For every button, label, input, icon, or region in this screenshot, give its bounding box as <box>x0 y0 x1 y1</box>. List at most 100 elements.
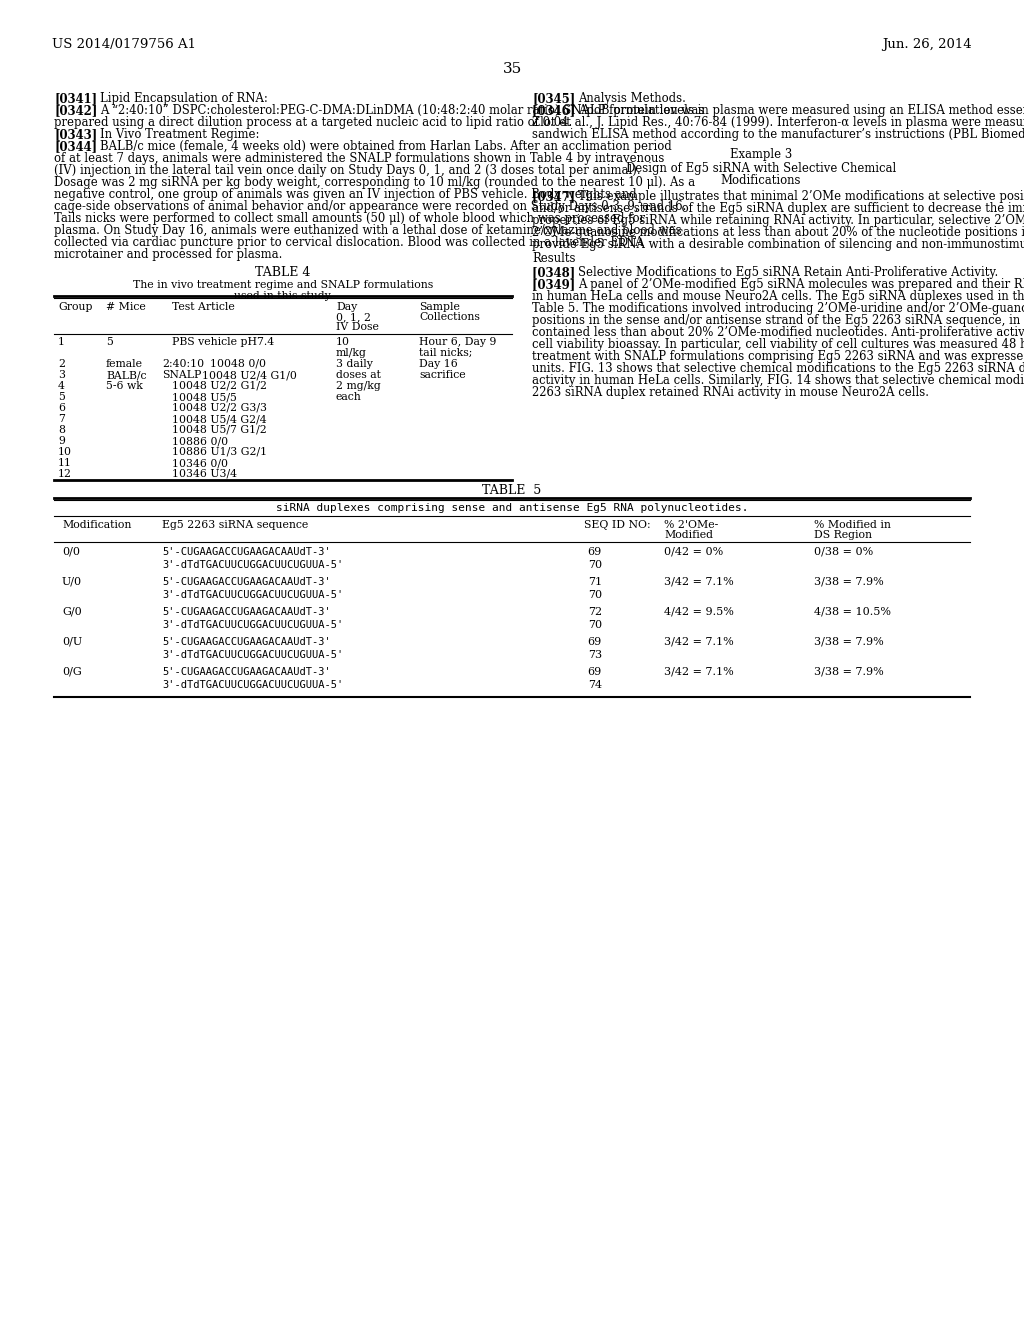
Text: Hour 6, Day 9: Hour 6, Day 9 <box>419 337 497 347</box>
Text: [0342]: [0342] <box>54 104 97 117</box>
Text: 4: 4 <box>58 381 65 391</box>
Text: ml/kg: ml/kg <box>336 348 367 358</box>
Text: 10048 0/0: 10048 0/0 <box>210 359 266 370</box>
Text: Eg5 2263 siRNA sequence: Eg5 2263 siRNA sequence <box>162 520 308 531</box>
Text: plasma. On Study Day 16, animals were euthanized with a lethal dose of ketamine/: plasma. On Study Day 16, animals were eu… <box>54 224 682 238</box>
Text: Collections: Collections <box>419 312 480 322</box>
Text: 69: 69 <box>588 667 602 677</box>
Text: BALB/c mice (female, 4 weeks old) were obtained from Harlan Labs. After an accli: BALB/c mice (female, 4 weeks old) were o… <box>100 140 672 153</box>
Text: 74: 74 <box>588 680 602 690</box>
Text: Group: Group <box>58 302 92 312</box>
Text: [0341]: [0341] <box>54 92 97 106</box>
Text: contained less than about 20% 2’OMe-modified nucleotides. Anti-proliferative act: contained less than about 20% 2’OMe-modi… <box>532 326 1024 339</box>
Text: 2: 2 <box>58 359 65 370</box>
Text: A “2:40:10” DSPC:cholesterol:PEG-C-DMA:DLinDMA (10:48:2:40 molar ratio) SNALP fo: A “2:40:10” DSPC:cholesterol:PEG-C-DMA:D… <box>100 104 705 117</box>
Text: properties of Eg5 siRNA while retaining RNAi activity. In particular, selective : properties of Eg5 siRNA while retaining … <box>532 214 1024 227</box>
Text: U/0: U/0 <box>62 577 82 587</box>
Text: 73: 73 <box>588 649 602 660</box>
Text: 10346 U3/4: 10346 U3/4 <box>172 469 237 479</box>
Text: cage-side observations of animal behavior and/or appearance were recorded on Stu: cage-side observations of animal behavio… <box>54 201 686 213</box>
Text: sandwich ELISA method according to the manufacturer’s instructions (PBL Biomedic: sandwich ELISA method according to the m… <box>532 128 1024 141</box>
Text: 5'-CUGAAGACCUGAAGACAAUdT-3': 5'-CUGAAGACCUGAAGACAAUdT-3' <box>162 638 331 647</box>
Text: 10886 U1/3 G2/1: 10886 U1/3 G2/1 <box>172 447 267 457</box>
Text: 8: 8 <box>58 425 65 436</box>
Text: Day 16: Day 16 <box>419 359 458 370</box>
Text: 11: 11 <box>58 458 72 469</box>
Text: 71: 71 <box>588 577 602 587</box>
Text: G/0: G/0 <box>62 607 82 616</box>
Text: 0/G: 0/G <box>62 667 82 677</box>
Text: The in vivo treatment regime and SNALP formulations: The in vivo treatment regime and SNALP f… <box>133 280 433 290</box>
Text: 2 mg/kg: 2 mg/kg <box>336 381 381 391</box>
Text: [0344]: [0344] <box>54 140 97 153</box>
Text: 0/U: 0/U <box>62 638 82 647</box>
Text: In Vivo Treatment Regime:: In Vivo Treatment Regime: <box>100 128 259 141</box>
Text: provide Eg5 siRNA with a desirable combination of silencing and non-immunostimul: provide Eg5 siRNA with a desirable combi… <box>532 238 1024 251</box>
Text: positions in the sense and/or antisense strand of the Eg5 2263 siRNA sequence, i: positions in the sense and/or antisense … <box>532 314 1024 327</box>
Text: Jun. 26, 2014: Jun. 26, 2014 <box>883 38 972 51</box>
Text: Example 3: Example 3 <box>730 148 793 161</box>
Text: % 2'OMe-: % 2'OMe- <box>664 520 718 531</box>
Text: 10346 0/0: 10346 0/0 <box>172 458 228 469</box>
Text: 5'-CUGAAGACCUGAAGACAAUdT-3': 5'-CUGAAGACCUGAAGACAAUdT-3' <box>162 546 331 557</box>
Text: 2’OMe-guanosine modifications at less than about 20% of the nucleotide positions: 2’OMe-guanosine modifications at less th… <box>532 226 1024 239</box>
Text: 10048 U5/5: 10048 U5/5 <box>172 392 237 403</box>
Text: # Mice: # Mice <box>106 302 145 312</box>
Text: 0/42 = 0%: 0/42 = 0% <box>664 546 723 557</box>
Text: activity in human HeLa cells. Similarly, FIG. 14 shows that selective chemical m: activity in human HeLa cells. Similarly,… <box>532 374 1024 387</box>
Text: 3'-dTdTGACUUCUGGACUUCUGUUA-5': 3'-dTdTGACUUCUGGACUUCUGUUA-5' <box>162 560 343 570</box>
Text: 3/42 = 7.1%: 3/42 = 7.1% <box>664 638 734 647</box>
Text: Design of Eg5 siRNA with Selective Chemical: Design of Eg5 siRNA with Selective Chemi… <box>626 162 896 176</box>
Text: 0/38 = 0%: 0/38 = 0% <box>814 546 873 557</box>
Text: TABLE  5: TABLE 5 <box>482 484 542 498</box>
Text: 5-6 wk: 5-6 wk <box>106 381 143 391</box>
Text: and/or antisense strands of the Eg5 siRNA duplex are sufficient to decrease the : and/or antisense strands of the Eg5 siRN… <box>532 202 1024 215</box>
Text: 3/38 = 7.9%: 3/38 = 7.9% <box>814 577 884 587</box>
Text: 3/42 = 7.1%: 3/42 = 7.1% <box>664 667 734 677</box>
Text: Dosage was 2 mg siRNA per kg body weight, corresponding to 10 ml/kg (rounded to : Dosage was 2 mg siRNA per kg body weight… <box>54 176 695 189</box>
Text: ApoB protein levels in plasma were measured using an ELISA method essentially as: ApoB protein levels in plasma were measu… <box>578 104 1024 117</box>
Text: Modified: Modified <box>664 531 713 540</box>
Text: 10886 0/0: 10886 0/0 <box>172 436 228 446</box>
Text: 69: 69 <box>588 546 602 557</box>
Text: 4/38 = 10.5%: 4/38 = 10.5% <box>814 607 891 616</box>
Text: Table 5. The modifications involved introducing 2’OMe-uridine and/or 2’OMe-guano: Table 5. The modifications involved intr… <box>532 302 1024 315</box>
Text: [0349]: [0349] <box>532 279 584 290</box>
Text: 69: 69 <box>588 638 602 647</box>
Text: Zlot et al., J. Lipid Res., 40:76-84 (1999). Interferon-α levels in plasma were : Zlot et al., J. Lipid Res., 40:76-84 (19… <box>532 116 1024 129</box>
Text: 2:40:10: 2:40:10 <box>162 359 204 370</box>
Text: Tails nicks were performed to collect small amounts (50 μl) of whole blood which: Tails nicks were performed to collect sm… <box>54 213 645 224</box>
Text: 5: 5 <box>106 337 113 347</box>
Text: Selective Modifications to Eg5 siRNA Retain Anti-Proliferative Activity.: Selective Modifications to Eg5 siRNA Ret… <box>578 267 998 279</box>
Text: 10048 U5/7 G1/2: 10048 U5/7 G1/2 <box>172 425 266 436</box>
Text: 4/42 = 9.5%: 4/42 = 9.5% <box>664 607 734 616</box>
Text: of at least 7 days, animals were administered the SNALP formulations shown in Ta: of at least 7 days, animals were adminis… <box>54 152 665 165</box>
Text: % Modified in: % Modified in <box>814 520 891 531</box>
Text: microtainer and processed for plasma.: microtainer and processed for plasma. <box>54 248 283 261</box>
Text: [0346]: [0346] <box>532 104 584 117</box>
Text: collected via cardiac puncture prior to cervical dislocation. Blood was collecte: collected via cardiac puncture prior to … <box>54 236 644 249</box>
Text: 70: 70 <box>588 590 602 601</box>
Text: Modification: Modification <box>62 520 131 531</box>
Text: 0/0: 0/0 <box>62 546 80 557</box>
Text: 0, 1, 2: 0, 1, 2 <box>336 312 371 322</box>
Text: 9: 9 <box>58 436 65 446</box>
Text: 10: 10 <box>58 447 72 457</box>
Text: 3'-dTdTGACUUCUGGACUUCUGUUA-5': 3'-dTdTGACUUCUGGACUUCUGUUA-5' <box>162 649 343 660</box>
Text: tail nicks;: tail nicks; <box>419 348 472 358</box>
Text: 6: 6 <box>58 403 65 413</box>
Text: A panel of 2’OMe-modified Eg5 siRNA molecules was prepared and their RNAi activi: A panel of 2’OMe-modified Eg5 siRNA mole… <box>578 279 1024 290</box>
Text: 7: 7 <box>58 414 65 424</box>
Text: 10048 U2/4 G1/0: 10048 U2/4 G1/0 <box>202 370 297 380</box>
Text: units. FIG. 13 shows that selective chemical modifications to the Eg5 2263 siRNA: units. FIG. 13 shows that selective chem… <box>532 362 1024 375</box>
Text: 3'-dTdTGACUUCUGGACUUCUGUUA-5': 3'-dTdTGACUUCUGGACUUCUGUUA-5' <box>162 620 343 630</box>
Text: in human HeLa cells and mouse Neuro2A cells. The Eg5 siRNA duplexes used in this: in human HeLa cells and mouse Neuro2A ce… <box>532 290 1024 304</box>
Text: 5: 5 <box>58 392 65 403</box>
Text: 72: 72 <box>588 607 602 616</box>
Text: 3'-dTdTGACUUCUGGACUUCUGUUA-5': 3'-dTdTGACUUCUGGACUUCUGUUA-5' <box>162 680 343 690</box>
Text: prepared using a direct dilution process at a targeted nucleic acid to lipid rat: prepared using a direct dilution process… <box>54 116 572 129</box>
Text: sacrifice: sacrifice <box>419 370 466 380</box>
Text: (IV) injection in the lateral tail vein once daily on Study Days 0, 1, and 2 (3 : (IV) injection in the lateral tail vein … <box>54 164 641 177</box>
Text: 35: 35 <box>503 62 521 77</box>
Text: [0343]: [0343] <box>54 128 97 141</box>
